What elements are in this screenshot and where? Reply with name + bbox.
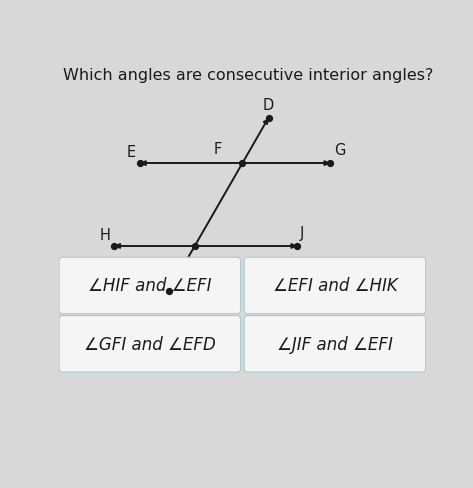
Point bbox=[110, 243, 118, 250]
Text: J: J bbox=[299, 226, 304, 241]
Point bbox=[265, 115, 272, 122]
Text: ∠HIF and ∠EFI: ∠HIF and ∠EFI bbox=[88, 277, 211, 295]
Text: ∠JIF and ∠EFI: ∠JIF and ∠EFI bbox=[277, 335, 393, 353]
Text: E: E bbox=[127, 145, 136, 160]
Text: D: D bbox=[263, 98, 274, 113]
Point bbox=[326, 160, 334, 168]
FancyBboxPatch shape bbox=[244, 316, 426, 372]
FancyBboxPatch shape bbox=[244, 258, 426, 314]
Point bbox=[136, 160, 144, 168]
Text: Which angles are consecutive interior angles?: Which angles are consecutive interior an… bbox=[63, 68, 433, 83]
Text: ∠GFI and ∠EFD: ∠GFI and ∠EFD bbox=[84, 335, 216, 353]
Text: I: I bbox=[200, 260, 204, 275]
Text: F: F bbox=[214, 142, 222, 156]
Text: ∠EFI and ∠HIK: ∠EFI and ∠HIK bbox=[272, 277, 397, 295]
FancyBboxPatch shape bbox=[59, 258, 241, 314]
Text: G: G bbox=[334, 143, 345, 158]
Point bbox=[238, 160, 246, 168]
Point bbox=[191, 243, 199, 250]
Text: H: H bbox=[100, 228, 110, 243]
Point bbox=[165, 288, 173, 296]
Text: K: K bbox=[172, 296, 182, 310]
Point bbox=[294, 243, 301, 250]
FancyBboxPatch shape bbox=[59, 316, 241, 372]
